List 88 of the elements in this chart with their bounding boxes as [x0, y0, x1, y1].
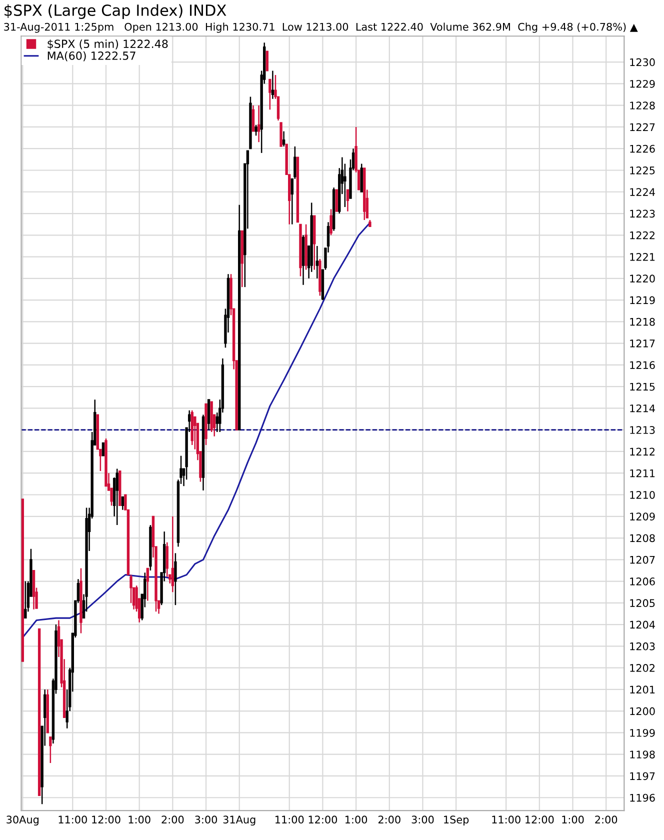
x-tick-label: 12:00 [526, 816, 554, 824]
candlestick [171, 516, 174, 593]
candlestick [335, 189, 338, 212]
x-tick-label: 1:00 [128, 816, 150, 824]
y-tick-label: 1219 [630, 296, 655, 304]
y-tick-label: 1200 [630, 707, 655, 716]
y-tick-label: 1228 [630, 102, 655, 110]
candlestick [266, 50, 268, 72]
x-tick-label: 12:00 [92, 816, 120, 824]
candlestick [282, 130, 286, 148]
candlestick [202, 414, 205, 492]
y-tick-label: 1197 [630, 772, 655, 780]
candlestick [268, 78, 272, 110]
candlestick [121, 496, 124, 511]
candlestick [116, 468, 118, 526]
y-tick-label: 1210 [630, 490, 655, 499]
candlestick [149, 524, 152, 572]
y-tick-label: 1220 [630, 274, 655, 283]
x-tick-label: 1:00 [562, 816, 584, 824]
x-tick-label: 30Aug [6, 816, 38, 826]
legend-label: MA(60) 1222.57 [48, 51, 136, 62]
y-tick-label: 1221 [630, 253, 655, 261]
candlestick [102, 442, 105, 456]
chart-subtitle: 31-Aug-2011 1:25pm Open 1213.00 High 1230.71 Low 1213.00 Last 1222.40 Volume 362.9M Chg +9.48 (+0.78%) ▲ [4, 22, 638, 33]
candlestick [271, 70, 274, 100]
legend-label: $SPX (5 min) 1222.48 [48, 39, 168, 50]
y-tick-label: 1229 [630, 80, 655, 88]
y-tick-label: 1209 [630, 512, 655, 520]
y-tick-label: 1205 [630, 599, 655, 608]
y-tick-label: 1206 [630, 578, 655, 586]
x-tick-label: 2:00 [595, 816, 618, 824]
x-tick-label: 1:00 [345, 816, 368, 824]
y-tick-label: 1211 [630, 469, 655, 478]
y-tick-label: 1207 [630, 556, 655, 564]
x-tick-label: 11:00 [58, 816, 87, 824]
line-series [22, 222, 371, 638]
candlestick [24, 580, 27, 619]
y-tick-label: 1223 [630, 210, 655, 218]
y-tick-label: 1212 [630, 448, 654, 456]
y-tick-label: 1204 [630, 620, 655, 629]
y-tick-label: 1216 [630, 361, 655, 370]
candlestick [110, 488, 113, 506]
y-tick-label: 1196 [630, 794, 655, 802]
x-tick-label: 2:00 [162, 816, 184, 824]
y-tick-label: 1201 [630, 686, 655, 694]
x-tick-label: 31Aug [223, 816, 256, 826]
x-tick-label: 11:00 [492, 816, 520, 824]
y-tick-label: 1218 [630, 318, 655, 326]
x-tick-label: 1Sep [444, 816, 469, 826]
candlestick [254, 124, 258, 136]
x-tick-label: 11:00 [276, 816, 304, 824]
y-tick-label: 1202 [630, 664, 654, 672]
candlestick [146, 568, 150, 602]
candlestick [316, 245, 318, 280]
y-tick-label: 1217 [630, 340, 655, 348]
candlestick [257, 104, 260, 143]
y-tick-label: 1222 [630, 231, 654, 240]
y-tick-label: 1203 [630, 642, 655, 650]
y-tick-label: 1214 [630, 404, 655, 412]
candlestick [346, 189, 350, 212]
candlestick [166, 542, 168, 578]
y-tick-label: 1230 [630, 58, 655, 66]
y-tick-label: 1227 [630, 123, 655, 131]
candlestick [49, 736, 52, 764]
x-tick-label: 12:00 [308, 816, 338, 824]
candlestick [332, 186, 336, 232]
y-tick-label: 1225 [630, 166, 655, 174]
y-tick-label: 1208 [630, 534, 655, 542]
x-tick-label: 3:00 [195, 816, 218, 824]
candlestick [249, 96, 252, 150]
y-tick-label: 1198 [630, 750, 655, 758]
y-tick-label: 1226 [630, 144, 655, 153]
candlestick [194, 416, 196, 450]
candlestick [280, 122, 282, 147]
candlestick [302, 234, 305, 286]
x-tick-label: 2:00 [378, 816, 400, 824]
x-tick-label: 3:00 [412, 816, 434, 824]
candlestick [252, 104, 255, 132]
y-tick-label: 1215 [630, 382, 655, 391]
y-tick-label: 1199 [630, 728, 655, 737]
candlestick [330, 208, 332, 236]
y-tick-label: 1224 [630, 188, 655, 196]
candlestick [174, 552, 177, 606]
y-tick-label: 1213 [630, 426, 655, 434]
candlestick [238, 204, 241, 430]
candlestick [360, 163, 363, 193]
chart-title: $SPX (Large Cap Index) INDX [4, 4, 226, 19]
candlestick [207, 398, 210, 430]
